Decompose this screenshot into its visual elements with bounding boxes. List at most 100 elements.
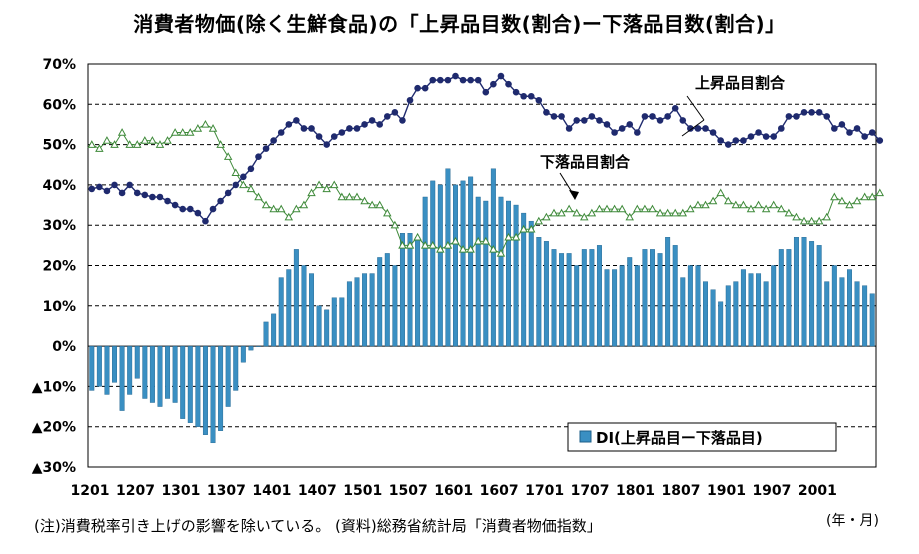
up-point <box>520 92 527 100</box>
down-point <box>746 204 756 213</box>
bar <box>415 237 421 347</box>
bar <box>271 313 277 347</box>
up-point <box>512 88 520 96</box>
up-point <box>770 133 778 140</box>
down-point <box>178 128 187 136</box>
bar <box>566 253 572 347</box>
bar <box>831 265 837 347</box>
up-point <box>641 113 649 120</box>
up-point <box>149 193 156 201</box>
bar <box>233 345 239 391</box>
bar <box>665 237 671 347</box>
down-point <box>337 192 347 201</box>
down-point <box>663 208 672 217</box>
up-point <box>755 129 762 136</box>
down-point <box>292 204 301 213</box>
bar <box>445 168 451 347</box>
down-point <box>701 200 710 209</box>
up-point <box>573 117 581 124</box>
bar <box>634 265 640 347</box>
x-tick-label: 1601 <box>434 483 473 499</box>
up-point <box>777 125 785 132</box>
bar <box>202 345 208 435</box>
y-tick-label: 50% <box>42 138 76 154</box>
legend-box <box>567 422 837 452</box>
down-point <box>239 180 248 189</box>
up-point <box>497 72 505 80</box>
x-tick-label: 1907 <box>752 483 791 499</box>
x-tick-label: 1207 <box>116 483 155 499</box>
bar <box>778 249 784 347</box>
down-point <box>807 216 816 225</box>
bar <box>801 237 807 347</box>
up-point <box>383 113 391 120</box>
down-point <box>784 208 794 217</box>
bar <box>293 249 299 347</box>
up-point <box>156 193 164 201</box>
up-point <box>262 145 270 152</box>
bar <box>536 237 542 347</box>
down-point <box>163 136 172 144</box>
x-tick-label: 1401 <box>252 483 291 499</box>
down-point <box>216 140 225 148</box>
x-unit-label: (年・月) <box>826 513 879 529</box>
down-point <box>640 204 650 213</box>
down-point <box>413 232 422 241</box>
up-point <box>800 109 808 116</box>
bar <box>642 249 648 347</box>
up-point <box>740 137 747 144</box>
up-point <box>831 125 838 132</box>
down-point <box>542 212 551 221</box>
up-point <box>747 133 755 140</box>
bar <box>225 345 231 407</box>
bar <box>407 233 413 347</box>
up-point <box>853 125 861 132</box>
up-point <box>671 105 679 112</box>
down-point <box>610 204 619 213</box>
bar <box>134 345 140 379</box>
up-point <box>527 92 535 100</box>
down-point <box>739 200 748 209</box>
down-point <box>443 240 453 249</box>
up-point <box>133 189 141 197</box>
bar <box>847 269 852 347</box>
y-tick-label: 10% <box>42 299 76 315</box>
up-line-series <box>88 72 884 225</box>
up-point <box>429 76 437 84</box>
down-point <box>489 244 498 253</box>
down-point <box>595 204 604 213</box>
bar <box>862 285 868 347</box>
y-tick-label: ▲30% <box>32 460 76 476</box>
up-point <box>376 121 384 128</box>
x-tick-label: 1607 <box>480 483 519 499</box>
up-point <box>368 117 376 124</box>
up-point <box>596 117 603 124</box>
down-point <box>724 196 733 205</box>
down-point <box>254 192 263 201</box>
bar <box>574 265 580 347</box>
up-point <box>687 125 694 132</box>
x-tick-label: 1307 <box>207 483 246 499</box>
up-point <box>437 76 444 84</box>
down-point <box>155 140 165 148</box>
bar <box>513 204 519 347</box>
up-point <box>846 129 853 136</box>
down-point <box>428 240 437 249</box>
down-point <box>633 204 642 213</box>
up-point <box>346 125 353 132</box>
down-point <box>398 240 407 249</box>
bar <box>816 245 822 347</box>
bar <box>112 345 117 383</box>
bar <box>657 253 663 347</box>
down-point <box>261 200 271 209</box>
up-point <box>308 125 315 132</box>
bar <box>180 345 186 419</box>
y-tick-label: 40% <box>42 178 76 194</box>
up-point <box>277 129 285 136</box>
up-point <box>505 80 512 88</box>
down-point <box>564 204 574 213</box>
x-tick-label: 1901 <box>707 483 746 499</box>
down-point <box>390 220 400 229</box>
up-point <box>762 133 770 140</box>
